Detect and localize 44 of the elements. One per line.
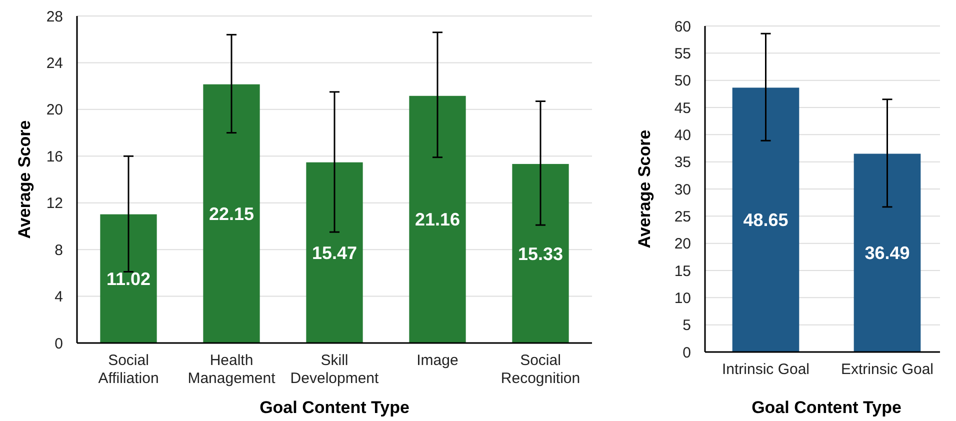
- y-tick-label: 16: [46, 148, 63, 166]
- bar: [512, 164, 569, 343]
- y-tick-label: 15: [674, 262, 691, 280]
- bar: [100, 214, 157, 343]
- data-label: 22.15: [208, 204, 254, 224]
- y-tick-label: 55: [674, 45, 691, 62]
- y-tick-label: 25: [674, 208, 691, 226]
- y-tick-label: 35: [674, 154, 691, 172]
- x-tick-label: Social Affiliation: [98, 352, 159, 387]
- y-tick-label: 50: [674, 72, 691, 90]
- y-tick-label: 45: [674, 100, 691, 117]
- y-tick-label: 8: [54, 242, 63, 259]
- y-tick-label: 20: [46, 102, 63, 119]
- y-tick-label: 0: [54, 335, 63, 352]
- y-tick-label: 40: [674, 126, 691, 144]
- x-tick-label: Social Recognition: [500, 352, 580, 387]
- data-label: 15.47: [312, 242, 358, 263]
- data-label: 15.33: [518, 244, 564, 264]
- x-tick-label: Health Management: [188, 352, 276, 387]
- bar: [409, 96, 466, 343]
- y-tick-label: 24: [46, 54, 63, 72]
- data-label: 36.49: [864, 243, 910, 264]
- bar: [203, 84, 260, 343]
- y-axis-title: Average Score: [15, 120, 34, 239]
- data-label: 21.16: [414, 210, 460, 230]
- data-label: 11.02: [106, 268, 151, 289]
- x-tick-label: Image: [416, 352, 458, 369]
- x-tick-label: Intrinsic Goal: [722, 361, 810, 378]
- x-axis-title: Goal Content Type: [260, 398, 410, 417]
- x-tick-label: Skill Development: [290, 352, 380, 387]
- x-axis-title: Goal Content Type: [752, 398, 902, 417]
- y-tick-label: 12: [46, 195, 63, 212]
- y-tick-label: 30: [674, 181, 691, 198]
- y-tick-label: 10: [674, 290, 691, 307]
- y-tick-label: 20: [674, 236, 691, 253]
- y-tick-label: 60: [674, 18, 691, 36]
- bar: [306, 162, 363, 343]
- y-tick-label: 4: [54, 288, 63, 306]
- y-tick-label: 0: [682, 344, 691, 362]
- data-label: 48.65: [743, 210, 788, 230]
- x-tick-label: Extrinsic Goal: [840, 361, 934, 378]
- y-axis-title: Average Score: [635, 130, 654, 248]
- y-tick-label: 28: [46, 8, 63, 26]
- y-tick-label: 5: [682, 317, 691, 334]
